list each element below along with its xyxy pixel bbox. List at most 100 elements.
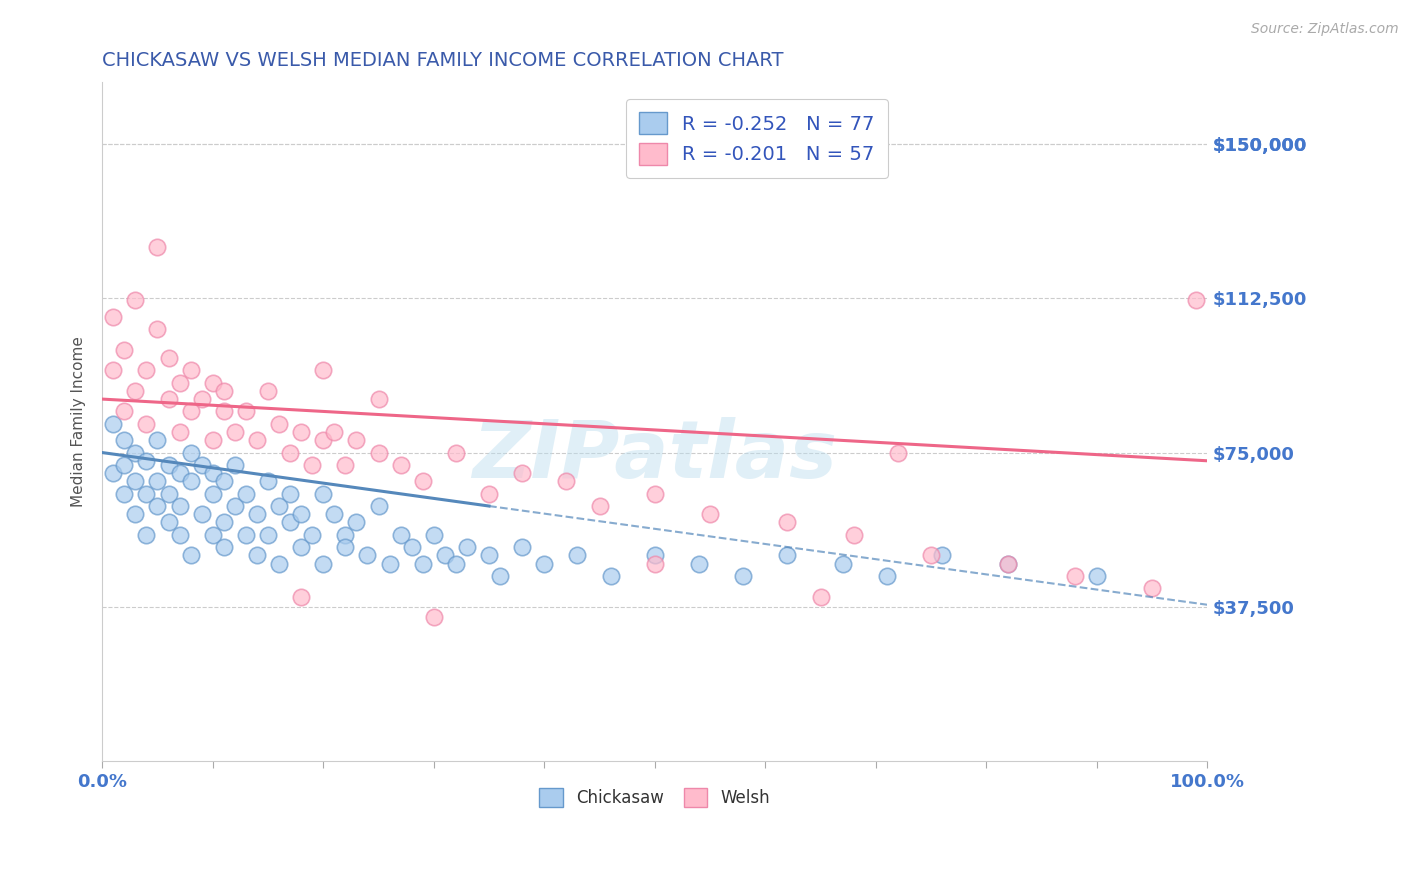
Point — [401, 540, 423, 554]
Point — [146, 499, 169, 513]
Point — [212, 540, 235, 554]
Point — [146, 240, 169, 254]
Point — [112, 458, 135, 472]
Point — [478, 486, 501, 500]
Point — [1185, 293, 1208, 308]
Point — [290, 590, 312, 604]
Point — [378, 557, 401, 571]
Point — [103, 363, 125, 377]
Point — [278, 516, 301, 530]
Point — [335, 528, 357, 542]
Point — [1063, 569, 1085, 583]
Text: Source: ZipAtlas.com: Source: ZipAtlas.com — [1251, 22, 1399, 37]
Point — [212, 516, 235, 530]
Point — [180, 363, 202, 377]
Point — [301, 528, 323, 542]
Point — [344, 434, 367, 448]
Point — [344, 516, 367, 530]
Point — [810, 590, 832, 604]
Point — [389, 528, 412, 542]
Point — [201, 376, 224, 390]
Point — [876, 569, 898, 583]
Point — [169, 499, 191, 513]
Point — [224, 499, 246, 513]
Point — [533, 557, 555, 571]
Point — [257, 528, 280, 542]
Point — [112, 404, 135, 418]
Point — [257, 475, 280, 489]
Point — [103, 466, 125, 480]
Point — [124, 445, 146, 459]
Point — [112, 434, 135, 448]
Point — [356, 549, 378, 563]
Point — [301, 458, 323, 472]
Point — [997, 557, 1019, 571]
Point — [112, 486, 135, 500]
Point — [423, 528, 446, 542]
Point — [246, 434, 269, 448]
Point — [567, 549, 589, 563]
Point — [423, 610, 446, 624]
Point — [831, 557, 853, 571]
Point — [444, 445, 467, 459]
Point — [887, 445, 910, 459]
Text: CHICKASAW VS WELSH MEDIAN FAMILY INCOME CORRELATION CHART: CHICKASAW VS WELSH MEDIAN FAMILY INCOME … — [103, 51, 783, 70]
Point — [510, 466, 533, 480]
Point — [157, 458, 180, 472]
Point — [842, 528, 865, 542]
Point — [290, 425, 312, 439]
Point — [412, 475, 434, 489]
Point — [157, 392, 180, 406]
Point — [733, 569, 755, 583]
Point — [510, 540, 533, 554]
Point — [278, 445, 301, 459]
Point — [323, 508, 346, 522]
Point — [335, 458, 357, 472]
Point — [124, 293, 146, 308]
Point — [389, 458, 412, 472]
Point — [257, 384, 280, 398]
Point — [699, 508, 721, 522]
Point — [312, 363, 335, 377]
Point — [267, 499, 290, 513]
Point — [224, 425, 246, 439]
Point — [997, 557, 1019, 571]
Point — [235, 404, 257, 418]
Point — [235, 486, 257, 500]
Point — [157, 351, 180, 365]
Text: ZIPatlas: ZIPatlas — [472, 417, 838, 495]
Point — [367, 499, 389, 513]
Point — [180, 404, 202, 418]
Point — [478, 549, 501, 563]
Point — [169, 528, 191, 542]
Point — [169, 466, 191, 480]
Point — [644, 557, 666, 571]
Point — [776, 516, 799, 530]
Point — [335, 540, 357, 554]
Point — [599, 569, 621, 583]
Legend: Chickasaw, Welsh: Chickasaw, Welsh — [533, 781, 778, 814]
Point — [190, 458, 212, 472]
Point — [112, 343, 135, 357]
Point — [312, 434, 335, 448]
Point — [157, 516, 180, 530]
Point — [212, 384, 235, 398]
Point — [212, 475, 235, 489]
Point — [456, 540, 478, 554]
Point — [103, 417, 125, 431]
Point — [235, 528, 257, 542]
Point — [201, 486, 224, 500]
Point — [246, 549, 269, 563]
Point — [776, 549, 799, 563]
Y-axis label: Median Family Income: Median Family Income — [72, 336, 86, 508]
Point — [644, 486, 666, 500]
Point — [135, 417, 157, 431]
Point — [290, 508, 312, 522]
Point — [180, 549, 202, 563]
Point — [920, 549, 942, 563]
Point — [190, 508, 212, 522]
Point — [157, 486, 180, 500]
Point — [212, 404, 235, 418]
Point — [124, 384, 146, 398]
Point — [312, 486, 335, 500]
